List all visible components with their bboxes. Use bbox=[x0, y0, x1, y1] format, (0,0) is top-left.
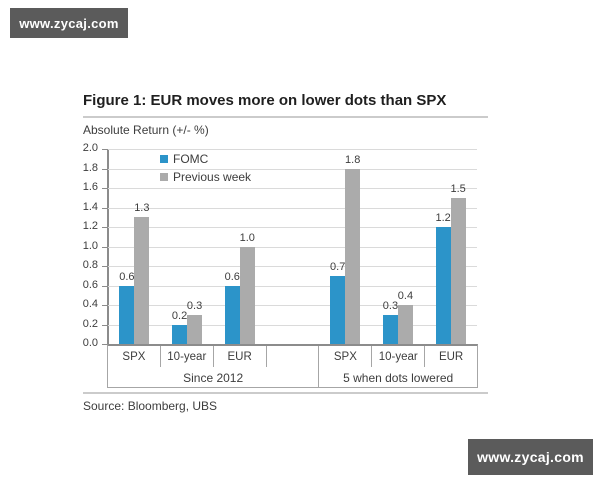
legend-swatch bbox=[160, 155, 168, 163]
y-tick-label: 1.0 bbox=[82, 239, 98, 252]
y-tick-mark bbox=[102, 207, 107, 209]
y-tick-label: 1.8 bbox=[82, 161, 98, 174]
y-tick-mark bbox=[102, 324, 107, 326]
bar-previous-week bbox=[345, 168, 361, 344]
category-label-row: SPX 10-year EUR SPX 10-year EUR bbox=[108, 346, 477, 367]
bar-value-label: 0.3 bbox=[382, 299, 399, 312]
gridline bbox=[108, 227, 477, 228]
y-tick-label: 1.4 bbox=[82, 200, 98, 213]
gridline bbox=[108, 285, 477, 287]
legend-item: Previous week bbox=[160, 170, 251, 184]
legend-item: FOMC bbox=[160, 152, 251, 166]
bar-previous-week bbox=[450, 197, 466, 344]
category-cell: EUR bbox=[438, 350, 464, 363]
gridline bbox=[108, 305, 477, 306]
y-tick-mark bbox=[102, 344, 107, 345]
legend-label: Previous week bbox=[173, 170, 252, 184]
y-tick-mark bbox=[102, 285, 107, 287]
bar-value-label: 1.2 bbox=[435, 212, 451, 224]
category-cell: 10-year bbox=[161, 346, 214, 367]
y-tick-mark bbox=[102, 188, 107, 189]
bar-value-label: 1.0 bbox=[239, 231, 255, 244]
watermark-bottom-right: www.zycaj.com bbox=[468, 439, 593, 475]
category-cell: EUR bbox=[214, 346, 267, 367]
y-axis-unit-label: Absolute Return (+/- %) bbox=[83, 123, 209, 137]
y-tick-label: 1.2 bbox=[82, 220, 98, 232]
bar-value-label: 0.3 bbox=[186, 299, 203, 312]
y-axis-tick-labels: 0.0 0.2 0.4 0.6 0.8 1.0 1.2 1.4 1.6 1.8 2.0 bbox=[58, 142, 98, 349]
y-tick-mark bbox=[102, 246, 107, 248]
bar-value-label: 0.6 bbox=[224, 270, 240, 283]
bar-fomc bbox=[435, 227, 451, 344]
y-tick-label: 0.6 bbox=[82, 278, 98, 291]
gridline bbox=[108, 246, 477, 248]
source-note: Source: Bloomberg, UBS bbox=[83, 399, 218, 413]
gridline bbox=[108, 149, 477, 150]
category-cell: SPX bbox=[108, 346, 161, 367]
gridline bbox=[108, 266, 477, 267]
y-tick-mark bbox=[102, 227, 107, 228]
bar-previous-week bbox=[134, 217, 150, 344]
plot-area: FOMC Previous week 0.6 1.3 0.2 0.3 0.6 1.0 0.7 1… bbox=[108, 149, 477, 344]
figure-title: Figure 1: EUR moves more on lower dots t… bbox=[83, 92, 447, 109]
y-tick-mark bbox=[102, 168, 107, 170]
gridline bbox=[108, 324, 477, 326]
bar-fomc bbox=[330, 275, 346, 344]
gridline bbox=[108, 188, 477, 189]
y-tick-label: 2.0 bbox=[82, 142, 98, 154]
gridline bbox=[108, 168, 477, 170]
chart-legend: FOMC Previous week bbox=[160, 152, 251, 184]
bar-previous-week bbox=[239, 246, 255, 344]
bar-value-label: 0.6 bbox=[119, 270, 135, 283]
group-label-row: Since 2012 5 when dots lowered bbox=[108, 367, 477, 388]
category-cell: 10-year bbox=[372, 346, 426, 367]
bar-fomc bbox=[119, 285, 135, 344]
bar-value-label: 1.3 bbox=[134, 202, 150, 215]
y-tick-label: 0.0 bbox=[82, 337, 98, 349]
bar-fomc bbox=[224, 285, 240, 344]
bar-fomc bbox=[172, 324, 188, 344]
y-tick-label: 0.4 bbox=[82, 298, 98, 310]
bar-previous-week bbox=[397, 305, 413, 344]
y-tick-label: 0.2 bbox=[82, 317, 98, 330]
category-cell: SPX bbox=[319, 346, 373, 367]
group-label-cell: 5 when dots lowered bbox=[318, 367, 477, 388]
legend-label: FOMC bbox=[173, 152, 209, 166]
gridline bbox=[108, 207, 477, 209]
title-divider bbox=[83, 116, 488, 118]
footer-divider bbox=[83, 392, 488, 394]
bar-previous-week bbox=[187, 314, 203, 344]
bar-value-label: 1.8 bbox=[345, 153, 361, 166]
bar-value-label: 0.7 bbox=[330, 260, 346, 273]
bar-fomc bbox=[382, 314, 398, 344]
legend-swatch bbox=[160, 173, 168, 181]
bar-value-label: 0.4 bbox=[397, 290, 414, 302]
y-tick-mark bbox=[102, 305, 107, 306]
category-cell-spacer bbox=[267, 346, 320, 367]
y-axis-tick-marks bbox=[102, 149, 107, 345]
y-tick-label: 0.8 bbox=[82, 259, 98, 271]
group-label-cell: Since 2012 bbox=[183, 370, 244, 385]
y-tick-label: 1.6 bbox=[82, 181, 98, 193]
category-axis-box: SPX 10-year EUR SPX 10-year EUR Since 2012 5 w… bbox=[107, 344, 478, 388]
bar-value-label: 1.5 bbox=[450, 182, 466, 195]
bar-value-label: 0.2 bbox=[171, 309, 188, 322]
y-tick-mark bbox=[102, 266, 107, 267]
y-tick-mark bbox=[102, 149, 107, 150]
watermark-top-left: www.zycaj.com bbox=[10, 8, 128, 38]
